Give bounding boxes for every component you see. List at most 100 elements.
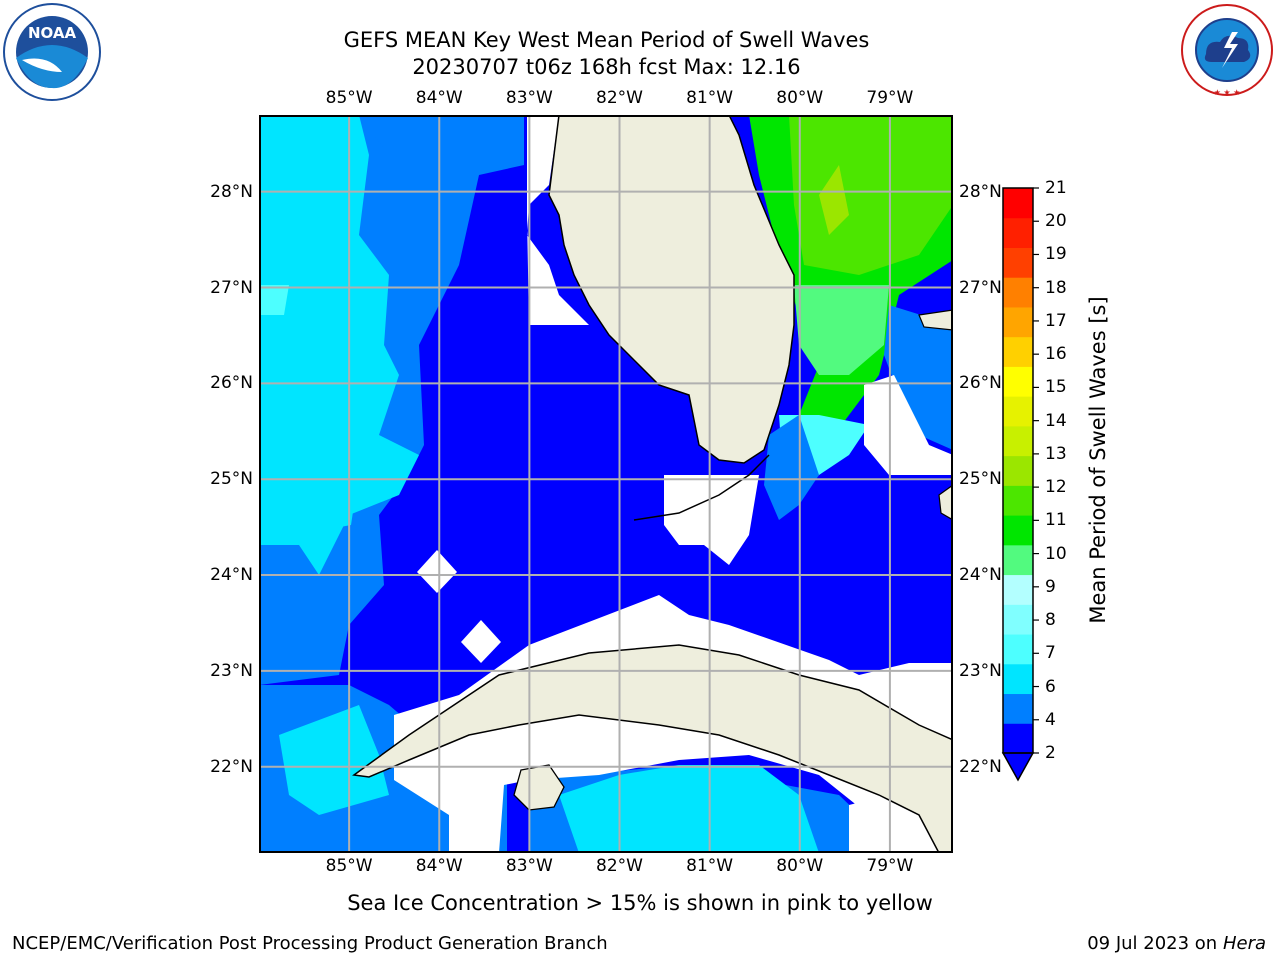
ocean-band-7-8-west <box>259 285 289 315</box>
latitude-label: 23°N <box>210 660 253 681</box>
latitude-label: 24°N <box>959 565 1002 586</box>
ocean-band-6-7-south <box>279 705 389 815</box>
colorbar-tick-label: 10 <box>1045 543 1067 564</box>
colorbar-tick-label: 12 <box>1045 477 1067 498</box>
colorbar-tick-label: 20 <box>1045 211 1067 232</box>
land-andros <box>938 484 953 521</box>
ocean-band-9-10-strait <box>794 285 889 375</box>
ocean-band-4-6-north <box>359 115 439 155</box>
latitude-label: 28°N <box>210 181 253 202</box>
masked-diamond-2 <box>461 620 501 663</box>
colorbar-frame <box>1002 187 1034 754</box>
noaa-logo-text: NOAA <box>28 24 77 42</box>
colorbar-tick-label: 15 <box>1045 377 1067 398</box>
longitude-label: 84°W <box>415 856 463 876</box>
chart-title: GEFS MEAN Key West Mean Period of Swell … <box>343 28 870 52</box>
colorbar-tick-label: 16 <box>1045 344 1067 365</box>
footer-date-text: 09 Jul 2023 on <box>1087 933 1223 954</box>
ocean-band-6-7-patch <box>321 505 354 530</box>
ocean-band-4-6-bahamas <box>884 305 953 450</box>
nws-logo: ★ ★ ★ <box>1181 4 1273 97</box>
colorbar-bin <box>1003 723 1033 754</box>
colorbar-bin <box>1003 396 1033 427</box>
colorbar-bin <box>1003 485 1033 516</box>
colorbar-bin <box>1003 544 1033 576</box>
masked-gulf-coast <box>527 115 589 325</box>
latitude-label: 26°N <box>959 373 1002 394</box>
colorbar-tick-label: 14 <box>1045 410 1067 431</box>
sea-ice-footnote: Sea Ice Concentration > 15% is shown in … <box>347 891 933 915</box>
colorbar-label: Mean Period of Swell Waves [s] <box>1086 296 1110 624</box>
masked-diamond-1 <box>417 550 457 593</box>
colorbar-bin <box>1003 188 1033 219</box>
footer-host: Hera <box>1222 933 1266 954</box>
map-panel <box>259 115 953 853</box>
ocean-band-11-12-atlantic <box>789 115 953 275</box>
colorbar-tick-label: 8 <box>1045 610 1056 631</box>
longitude-label: 80°W <box>776 856 824 876</box>
latitude-label: 27°N <box>210 277 253 298</box>
colorbar-tick-label: 18 <box>1045 277 1067 298</box>
latitude-label: 26°N <box>210 373 253 394</box>
chart-subtitle: 20230707 t06z 168h fcst Max: 12.16 <box>412 55 801 79</box>
latitude-label: 22°N <box>959 756 1002 777</box>
colorbar-bin <box>1003 277 1033 308</box>
longitude-label: 83°W <box>505 856 553 876</box>
land-isla-juventud <box>513 764 565 811</box>
ocean-band-12-13-patch <box>819 165 849 235</box>
colorbar-tick-label: 19 <box>1045 244 1067 265</box>
land-bahamas <box>918 309 953 331</box>
longitude-label: 81°W <box>686 856 734 876</box>
colorbar-extend-arrow <box>1001 752 1035 782</box>
longitude-label: 80°W <box>776 88 824 108</box>
latitude-label: 25°N <box>210 469 253 490</box>
colorbar-bin <box>1003 604 1033 635</box>
colorbar-bin <box>1003 306 1033 338</box>
florida-keys <box>633 454 770 521</box>
map-border <box>259 115 953 853</box>
colorbar-bin <box>1003 425 1033 457</box>
latitude-label: 28°N <box>959 181 1002 202</box>
longitude-label: 82°W <box>596 88 643 108</box>
colorbar-tick-label: 13 <box>1045 443 1067 464</box>
colorbar-bin <box>1003 336 1033 367</box>
colorbar-tick-label: 4 <box>1045 709 1056 730</box>
colorbar-bin <box>1003 455 1033 486</box>
colorbar <box>1001 187 1039 782</box>
colorbar-tick-label: 17 <box>1045 310 1067 331</box>
colorbar-bin <box>1003 663 1033 695</box>
longitude-label: 79°W <box>866 856 914 876</box>
longitude-label: 84°W <box>415 88 463 108</box>
longitude-label: 85°W <box>325 856 373 876</box>
colorbar-tick-label: 7 <box>1045 643 1056 664</box>
svg-text:★ ★ ★: ★ ★ ★ <box>1214 88 1241 97</box>
latitude-label: 24°N <box>210 565 253 586</box>
colorbar-bin <box>1003 366 1033 397</box>
colorbar-bin <box>1003 217 1033 248</box>
latitude-label: 22°N <box>210 756 253 777</box>
colorbar-tick-label: 21 <box>1045 178 1067 198</box>
land-cuba <box>352 644 953 853</box>
ocean-band-6-7-west <box>259 115 419 575</box>
longitude-label: 85°W <box>325 88 373 108</box>
colorbar-bin <box>1003 634 1033 665</box>
colorbar-bin <box>1003 247 1033 278</box>
colorbar-tick-label: 6 <box>1045 676 1056 697</box>
colorbar-bin <box>1003 574 1033 605</box>
longitude-label: 83°W <box>505 88 553 108</box>
latitude-label: 27°N <box>959 277 1002 298</box>
colorbar-tick-label: 9 <box>1045 576 1056 597</box>
latitude-label: 25°N <box>959 469 1002 490</box>
colorbar-tick-label: 11 <box>1045 510 1067 531</box>
masked-bahamas <box>864 375 953 475</box>
longitude-label: 81°W <box>686 88 734 108</box>
longitude-label: 79°W <box>866 88 914 108</box>
footer-date: 09 Jul 2023 on Hera <box>1087 933 1266 954</box>
ocean-band-4-6-keys <box>764 415 819 520</box>
colorbar-tick-label: 2 <box>1045 743 1056 763</box>
graticule <box>259 115 953 853</box>
noaa-logo: NOAA <box>3 3 101 101</box>
masked-florida-bay <box>664 475 759 565</box>
ocean-band-6-7-cuba-south <box>559 765 819 853</box>
colorbar-bin <box>1003 693 1033 724</box>
